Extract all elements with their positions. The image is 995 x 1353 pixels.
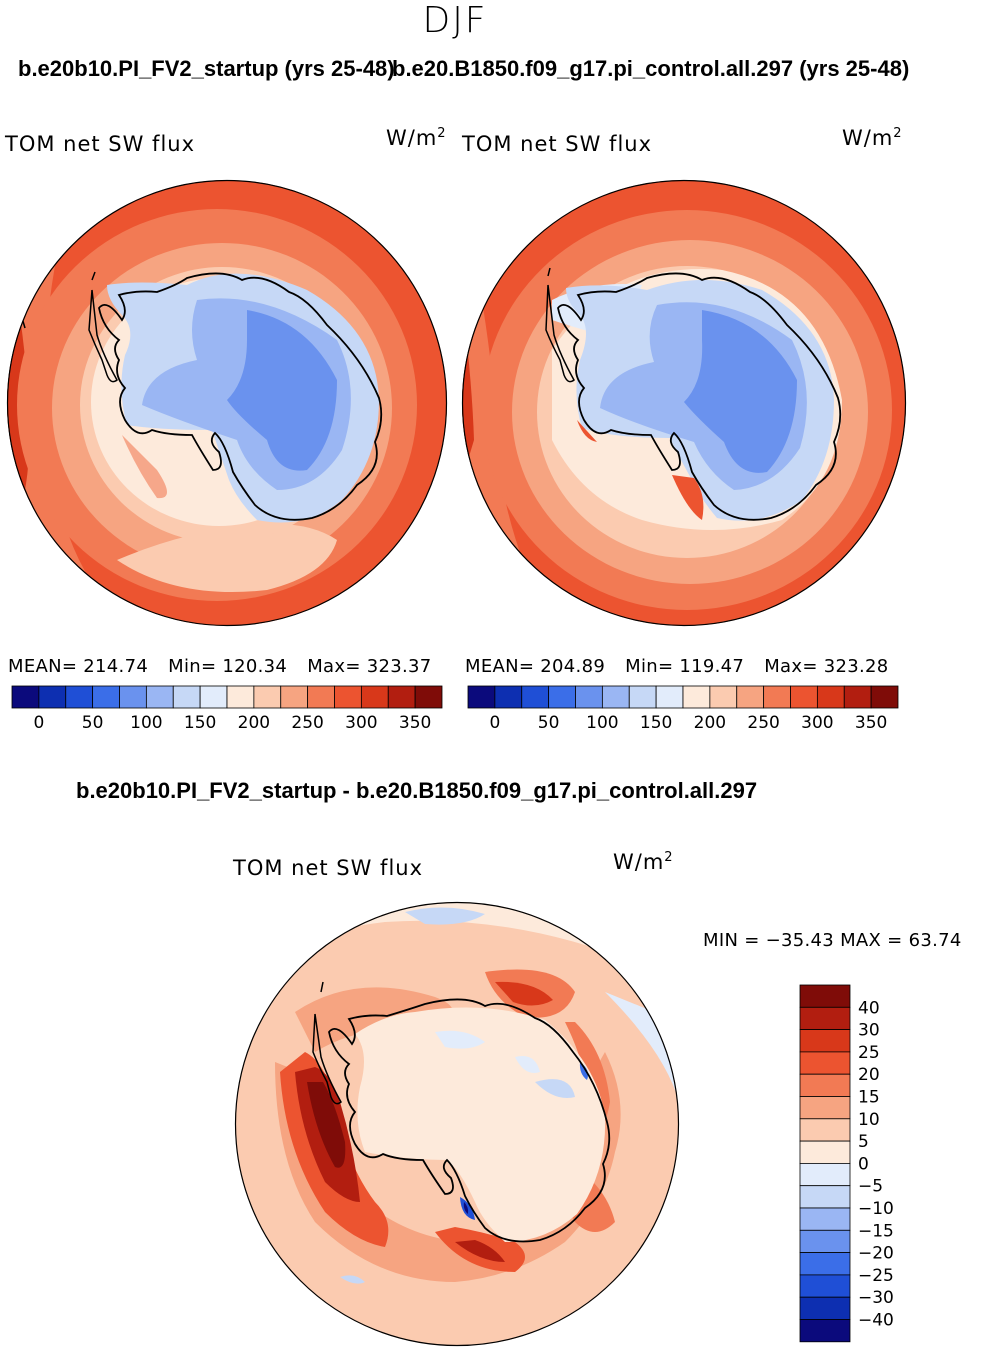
panel2-colorbar-tick-label: 50	[538, 713, 560, 733]
panel2-colorbar-tick-label: 100	[586, 713, 618, 733]
difference-colorbar-swatch	[799, 1229, 851, 1254]
panel2-run-title: b.e20.B1850.f09_g17.pi_control.all.297 (…	[392, 56, 910, 81]
difference-title: b.e20b10.PI_FV2_startup - b.e20.B1850.f0…	[76, 778, 758, 803]
difference-colorbar-tick-label: −5	[858, 1177, 883, 1197]
difference-colorbar-swatch	[799, 1296, 851, 1320]
difference-colorbar-swatch	[799, 1207, 851, 1231]
panel2-colorbar-tick-label: 350	[855, 713, 887, 733]
panel2-colorbar-swatch	[655, 685, 684, 709]
panel1-colorbar-tick-label: 250	[291, 713, 323, 733]
panel2-colorbar-swatch	[709, 685, 738, 709]
difference-colorbar-swatch	[799, 1252, 851, 1276]
difference-colorbar-swatch	[799, 1162, 851, 1187]
panel1-colorbar-swatch	[11, 685, 40, 709]
panel2-colorbar-swatch	[467, 685, 496, 709]
panel2-colorbar-tick-label: 300	[801, 713, 833, 733]
panel1-variable-label: TOM net SW flux	[5, 132, 196, 156]
difference-colorbar-swatch	[799, 1051, 851, 1075]
panel2-polar-map	[461, 179, 907, 627]
panel1-colorbar-tick-label: 100	[130, 713, 162, 733]
difference-colorbar-swatch	[799, 1096, 851, 1120]
difference-colorbar-tick-label: −15	[858, 1221, 894, 1241]
difference-colorbar-tick-label: 5	[858, 1132, 869, 1152]
panel1-colorbar-swatch	[387, 685, 416, 709]
panel2-colorbar-swatch	[763, 685, 791, 709]
panel2-units-label: W/m2	[842, 126, 903, 150]
difference-variable-label: TOM net SW flux	[233, 856, 424, 880]
difference-colorbar-tick-label: 30	[858, 1021, 880, 1041]
panel1-colorbar-tick-label: 350	[399, 713, 431, 733]
difference-colorbar-tick-label: 40	[858, 998, 880, 1018]
difference-colorbar-swatch	[799, 1118, 851, 1142]
difference-colorbar-swatch	[799, 1006, 851, 1030]
panel2-colorbar-swatch	[575, 685, 603, 709]
difference-colorbar-tick-label: −10	[858, 1199, 894, 1219]
panel1-colorbar-swatch	[172, 685, 201, 709]
difference-colorbar-swatch	[799, 1274, 851, 1298]
panel2-colorbar-swatch	[494, 685, 523, 709]
difference-colorbar-tick-label: −40	[858, 1311, 894, 1331]
panel2-colorbar-swatch	[521, 685, 550, 709]
panel2-colorbar-swatch	[843, 685, 872, 709]
panel1-colorbar: 0 50 100 150 200 250 300 350	[11, 685, 443, 733]
panel1-colorbar-swatch	[38, 685, 67, 709]
difference-colorbar-swatch	[799, 1140, 851, 1164]
panel1-colorbar-swatch	[307, 685, 335, 709]
panel2-colorbar-tick-label: 250	[747, 713, 779, 733]
panel1-colorbar-swatch	[334, 685, 362, 709]
panel1-polar-map	[6, 179, 448, 627]
panel1-colorbar-swatch	[65, 685, 94, 709]
panel2-colorbar-swatch	[682, 685, 711, 709]
panel1-stats: MEAN= 214.74 Min= 120.34 Max= 323.37	[8, 656, 432, 677]
panel2-colorbar: 0 50 100 150 200 250 300 350	[467, 685, 899, 733]
panel2-colorbar-tick-label: 0	[489, 713, 500, 733]
difference-colorbar-tick-label: −25	[858, 1266, 894, 1286]
panel1-colorbar-swatch	[414, 685, 443, 709]
panel2-colorbar-swatch	[601, 685, 630, 709]
difference-colorbar-swatch	[799, 1073, 851, 1097]
panel1-colorbar-swatch	[226, 685, 255, 709]
difference-units-label: W/m2	[613, 850, 674, 874]
panel2-colorbar-tick-label: 150	[640, 713, 672, 733]
difference-colorbar-tick-label: 15	[858, 1088, 880, 1108]
panel1-colorbar-swatch	[119, 685, 147, 709]
panel2-colorbar-swatch	[736, 685, 765, 709]
panel1-colorbar-swatch	[92, 685, 120, 709]
panel1-colorbar-swatch	[360, 685, 389, 709]
panel2-variable-label: TOM net SW flux	[462, 132, 653, 156]
panel1-colorbar-swatch	[280, 685, 309, 709]
panel2-colorbar-swatch	[790, 685, 818, 709]
difference-colorbar-tick-label: −20	[858, 1244, 894, 1264]
difference-colorbar-swatch	[799, 1319, 851, 1343]
panel2-colorbar-swatch	[816, 685, 845, 709]
panel1-colorbar-tick-label: 150	[184, 713, 216, 733]
season-title: DJF	[422, 0, 488, 41]
difference-minmax: MIN = −35.43 MAX = 63.74	[703, 930, 962, 951]
panel1-colorbar-tick-label: 200	[238, 713, 270, 733]
difference-colorbar-swatch	[799, 1185, 851, 1209]
panel1-run-title: b.e20b10.PI_FV2_startup (yrs 25-48)	[18, 56, 395, 81]
panel2-colorbar-tick-label: 200	[694, 713, 726, 733]
difference-colorbar-swatch	[799, 984, 851, 1008]
difference-colorbar-tick-label: −30	[858, 1288, 894, 1308]
panel1-colorbar-tick-label: 0	[33, 713, 44, 733]
difference-colorbar-swatch	[799, 1029, 851, 1053]
panel2-colorbar-swatch	[628, 685, 657, 709]
panel1-colorbar-swatch	[253, 685, 282, 709]
panel1-colorbar-swatch	[145, 685, 174, 709]
panel1-colorbar-tick-label: 50	[82, 713, 104, 733]
panel1-colorbar-swatch	[199, 685, 228, 709]
difference-colorbar-tick-label: 10	[858, 1110, 880, 1130]
panel2-colorbar-swatch	[870, 685, 899, 709]
panel2-stats: MEAN= 204.89 Min= 119.47 Max= 323.28	[465, 656, 889, 677]
panel1-colorbar-tick-label: 300	[345, 713, 377, 733]
difference-colorbar-tick-label: 20	[858, 1065, 880, 1085]
difference-colorbar-tick-label: 25	[858, 1043, 880, 1063]
panel1-units-label: W/m2	[386, 126, 447, 150]
difference-colorbar-tick-label: 0	[858, 1154, 869, 1174]
difference-polar-map	[234, 901, 680, 1347]
panel2-colorbar-swatch	[548, 685, 576, 709]
